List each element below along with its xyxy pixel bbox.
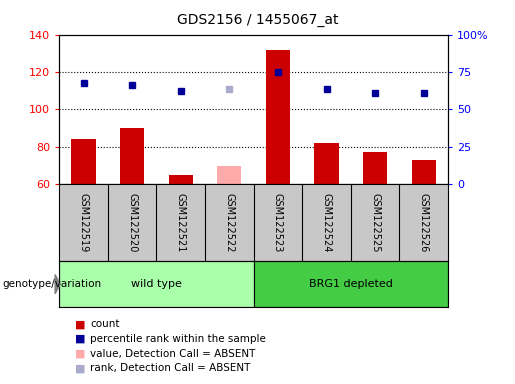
Bar [411, 160, 436, 184]
Text: GDS2156 / 1455067_at: GDS2156 / 1455067_at [177, 13, 338, 27]
Text: value, Detection Call = ABSENT: value, Detection Call = ABSENT [90, 349, 255, 359]
Bar [363, 152, 387, 184]
Text: GSM122519: GSM122519 [78, 193, 89, 252]
Text: wild type: wild type [131, 279, 182, 289]
Text: rank, Detection Call = ABSENT: rank, Detection Call = ABSENT [90, 363, 250, 373]
Text: ■: ■ [75, 319, 85, 329]
Text: percentile rank within the sample: percentile rank within the sample [90, 334, 266, 344]
Text: GSM122521: GSM122521 [176, 193, 186, 252]
Text: GSM122523: GSM122523 [273, 193, 283, 252]
Bar [266, 50, 290, 184]
Bar [72, 139, 96, 184]
Text: count: count [90, 319, 119, 329]
Bar [314, 143, 339, 184]
Bar [59, 261, 253, 307]
Text: GSM122522: GSM122522 [225, 193, 234, 252]
Text: ■: ■ [75, 334, 85, 344]
Bar [120, 128, 144, 184]
Text: GSM122526: GSM122526 [419, 193, 429, 252]
Text: GSM122524: GSM122524 [321, 193, 332, 252]
Polygon shape [55, 275, 60, 294]
Text: genotype/variation: genotype/variation [3, 279, 101, 289]
Text: GSM122520: GSM122520 [127, 193, 137, 252]
Text: GSM122525: GSM122525 [370, 193, 380, 252]
Bar [253, 261, 448, 307]
Text: ■: ■ [75, 363, 85, 373]
Text: BRG1 depleted: BRG1 depleted [309, 279, 393, 289]
Bar [168, 175, 193, 184]
Text: ■: ■ [75, 349, 85, 359]
Bar [217, 166, 242, 184]
